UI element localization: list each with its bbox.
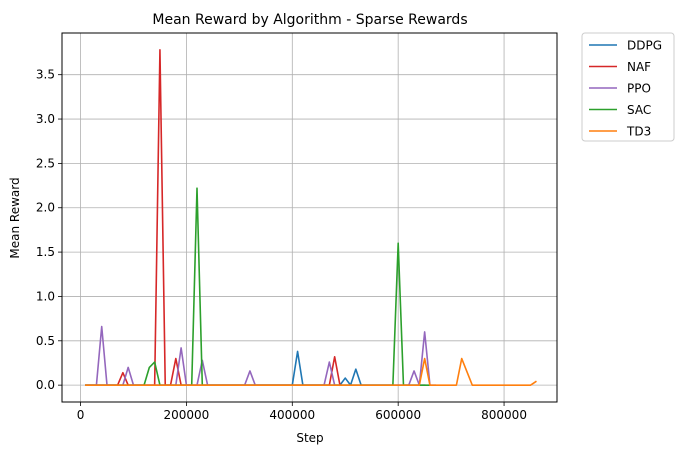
y-tick-label: 3.5 bbox=[36, 68, 55, 82]
legend-label-ppo: PPO bbox=[627, 82, 651, 96]
series-line-ppo bbox=[85, 325, 437, 386]
y-tick-label: 1.0 bbox=[36, 289, 55, 303]
legend-frame bbox=[581, 32, 675, 142]
axis-ticks: 0 200000 400000 600000 800000 0.0 0.5 1.0 1.5 2.0… bbox=[36, 68, 527, 422]
x-tick-label: 200000 bbox=[164, 408, 210, 422]
series-line-ddpg bbox=[85, 350, 426, 386]
series-line-naf bbox=[85, 49, 341, 387]
x-tick-label: 0 bbox=[77, 408, 85, 422]
series-line-sac bbox=[85, 187, 431, 386]
plot-frame bbox=[61, 32, 558, 403]
y-tick-label: 3.0 bbox=[36, 112, 55, 126]
y-tick-label: 0.5 bbox=[36, 334, 55, 348]
y-tick-label: 0.0 bbox=[36, 378, 55, 392]
legend-label-ddpg: DDPG bbox=[627, 39, 662, 53]
x-tick-label: 800000 bbox=[481, 408, 527, 422]
y-tick-label: 2.0 bbox=[36, 201, 55, 215]
legend-label-sac: SAC bbox=[627, 103, 651, 117]
grid bbox=[62, 33, 557, 402]
legend-label-td3: TD3 bbox=[626, 125, 651, 139]
y-tick-label: 1.5 bbox=[36, 245, 55, 259]
x-axis-label: Step bbox=[296, 431, 323, 445]
series-lines bbox=[85, 49, 537, 387]
chart-title: Mean Reward by Algorithm - Sparse Reward… bbox=[152, 12, 467, 28]
x-tick-label: 400000 bbox=[269, 408, 315, 422]
series-line-td3 bbox=[85, 357, 537, 386]
x-tick-label: 600000 bbox=[375, 408, 421, 422]
legend-label-naf: NAF bbox=[627, 60, 651, 74]
y-tick-label: 2.5 bbox=[36, 156, 55, 170]
legend: DDPG NAF PPO SAC TD3 bbox=[581, 32, 675, 142]
y-axis-label: Mean Reward bbox=[8, 177, 22, 258]
